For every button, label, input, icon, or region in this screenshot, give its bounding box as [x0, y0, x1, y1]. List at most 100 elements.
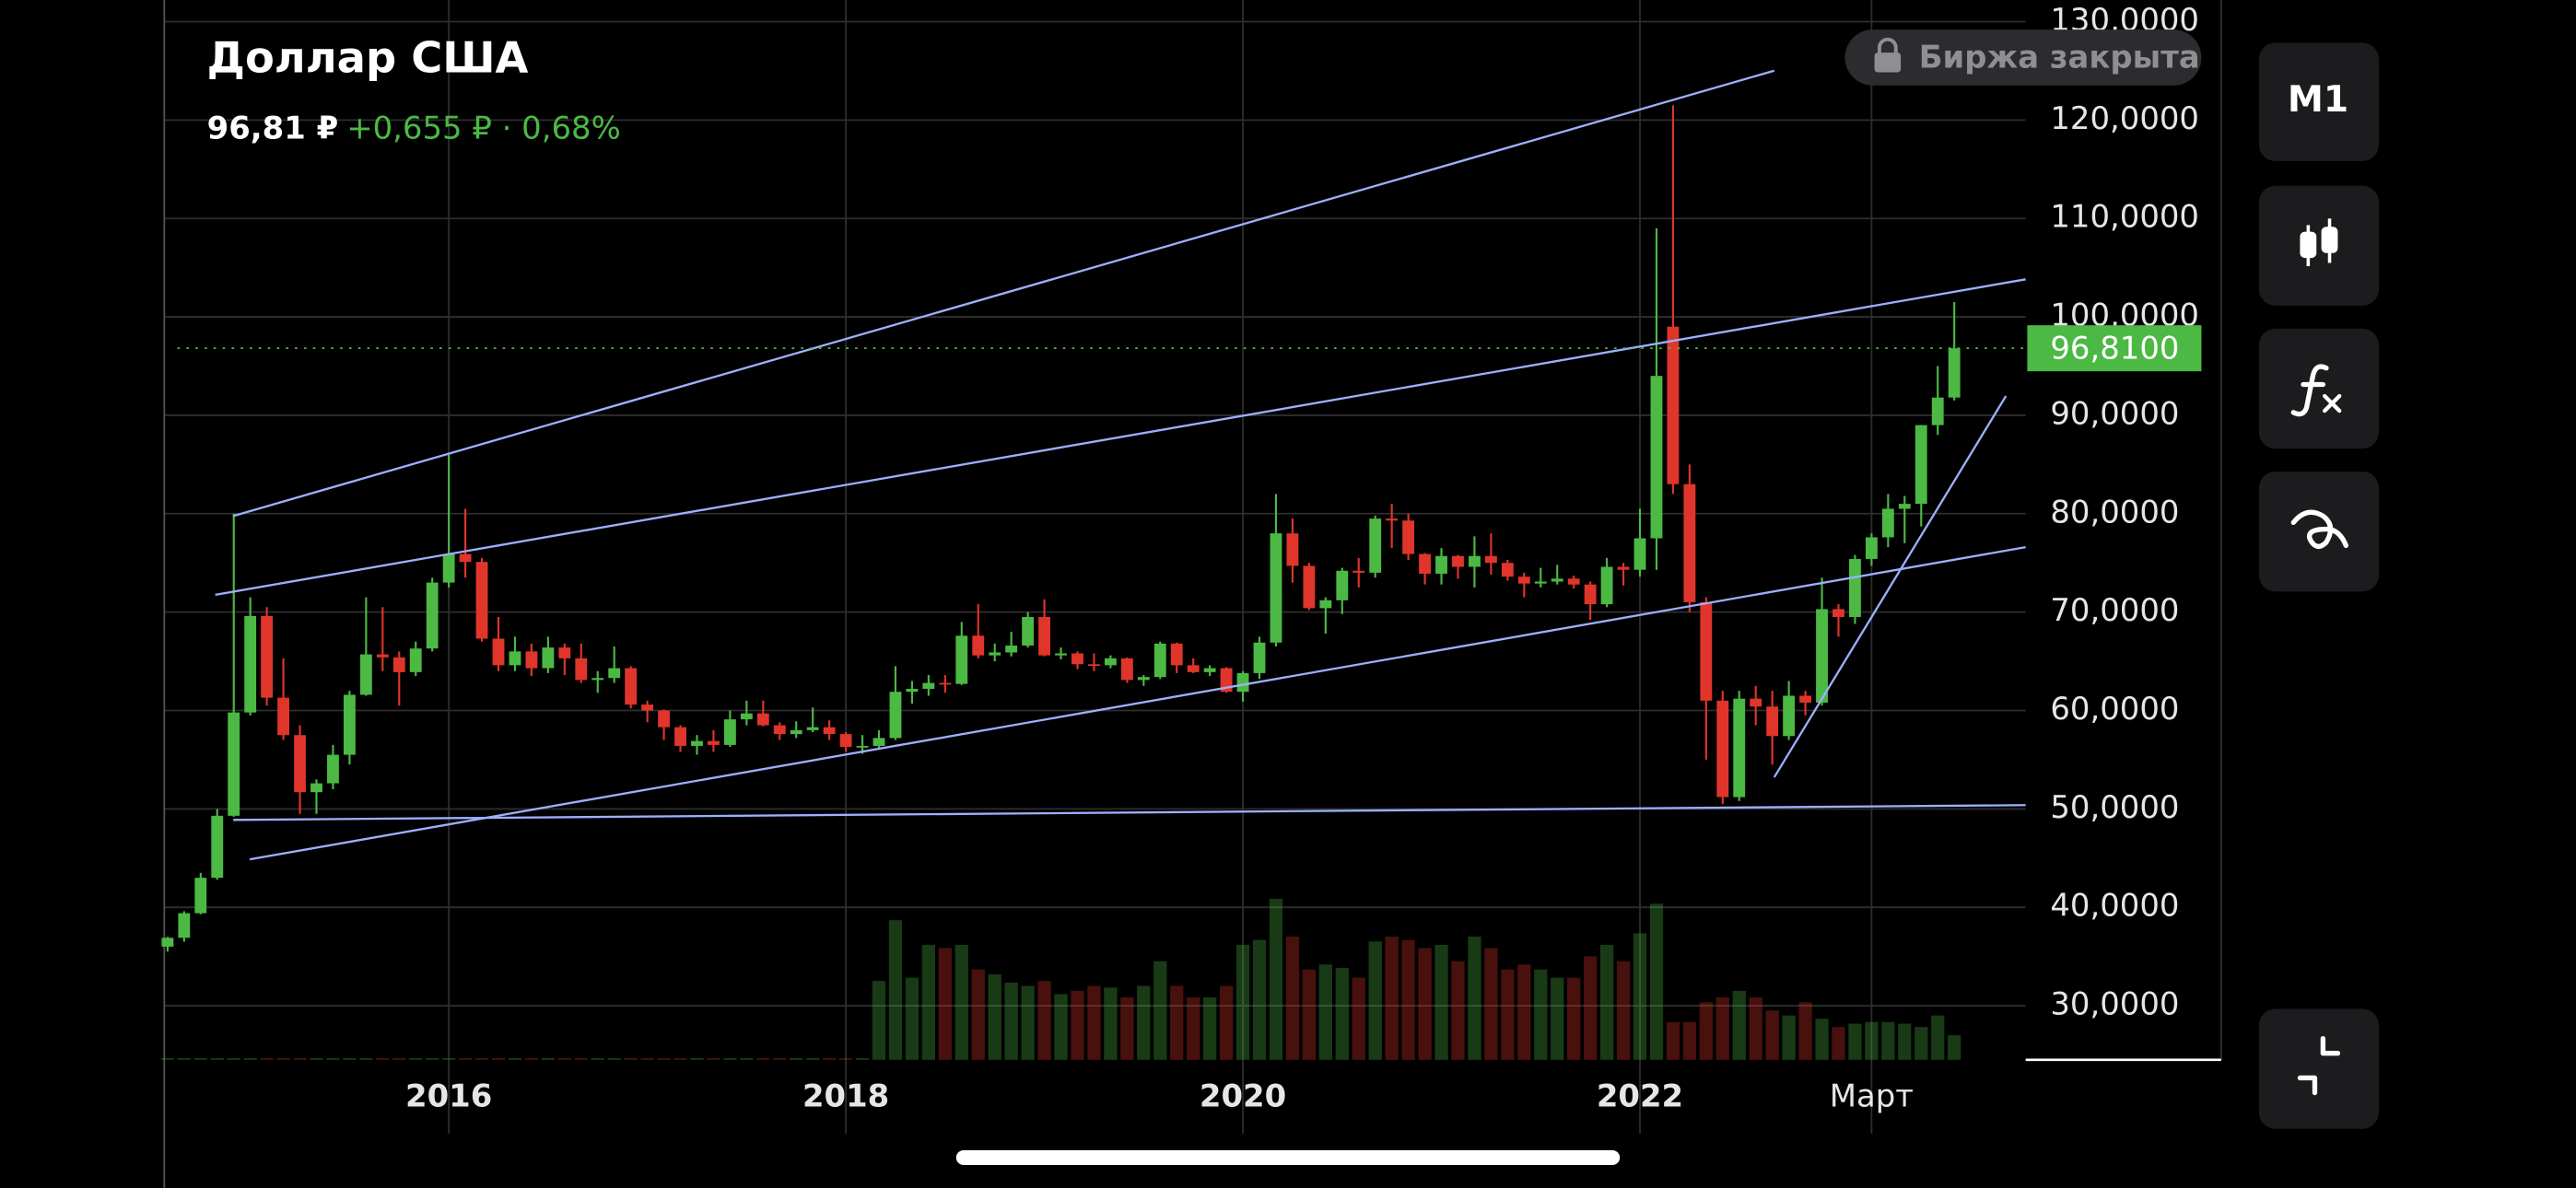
volume-bar [1682, 1021, 1697, 1060]
trendlines [215, 69, 2026, 861]
candle-body [823, 727, 836, 735]
volume-bar [1501, 969, 1515, 1060]
candle-body [872, 738, 885, 746]
candle-body [1419, 553, 1431, 574]
volume-bar [442, 1058, 456, 1060]
candle-body [1220, 668, 1233, 693]
candle-body [359, 654, 372, 695]
candle-body [1402, 520, 1415, 554]
candle-body [1501, 563, 1514, 577]
price: 96,81 ₽ [207, 110, 338, 146]
volume-bar [310, 1058, 323, 1060]
y-tick-label: 80,0000 [2050, 494, 2179, 530]
candle-body [1270, 533, 1282, 643]
volume-bar [1203, 997, 1217, 1060]
candle-body [277, 697, 289, 736]
trendline [249, 546, 2026, 861]
volume-bar [276, 1058, 290, 1060]
interval-label[interactable]: M1 [2288, 79, 2348, 121]
candle-body [1170, 643, 1183, 666]
volume-bar [1616, 961, 1631, 1060]
volume-bar [1649, 903, 1664, 1060]
candle-body [244, 615, 257, 713]
volume-bar [1948, 1035, 1961, 1060]
volume-bar [426, 1058, 439, 1060]
volume-bar [376, 1058, 390, 1060]
lock-icon [1874, 37, 1902, 73]
candle-body [723, 719, 736, 745]
status-text: Биржа закрыта [1919, 40, 2200, 76]
volume-bar [1252, 939, 1267, 1060]
candle-body [1567, 578, 1580, 585]
toolbar: M1 [2258, 42, 2380, 1129]
candle-body [1600, 566, 1613, 605]
volume-bar [1368, 941, 1382, 1060]
candle-body [1153, 643, 1166, 678]
candle-body [790, 729, 802, 735]
candle-body [608, 668, 621, 679]
y-tick-label: 60,0000 [2050, 691, 2179, 727]
candle-body [1336, 570, 1349, 600]
candle-body [889, 692, 902, 739]
volume-bar [524, 1058, 539, 1060]
candle-body [1783, 695, 1796, 737]
candle-body [691, 740, 703, 746]
volume-bar [1782, 1015, 1796, 1060]
candle-body [426, 582, 439, 649]
candle-body [261, 615, 274, 698]
candle-layer [161, 105, 1961, 952]
candle-body [1005, 645, 1018, 653]
candle-body [1816, 609, 1828, 703]
candle-body [1071, 653, 1083, 665]
volume-bar [474, 1058, 489, 1060]
x-tick-label: 2022 [1597, 1077, 1683, 1113]
volume-bar [227, 1058, 240, 1060]
volume-bar [756, 1058, 770, 1060]
volume-bar [938, 948, 952, 1060]
volume-bar [988, 974, 1001, 1060]
volume-bar [392, 1058, 406, 1060]
volume-bar [872, 981, 886, 1060]
candle-body [1551, 578, 1563, 582]
candle-body [1253, 642, 1266, 673]
y-tick-label: 50,0000 [2050, 789, 2179, 825]
candle-body [409, 648, 422, 672]
candle-body [1948, 348, 1961, 398]
candle-body [773, 725, 786, 735]
candle-body [525, 651, 538, 669]
volume-bar [1021, 985, 1035, 1060]
volume-bar [1699, 1002, 1713, 1060]
candle-body [194, 878, 207, 914]
candle-body [955, 635, 968, 684]
volume-bar [1914, 1027, 1928, 1060]
volume-bar [690, 1058, 704, 1060]
indicators-button[interactable] [2258, 328, 2380, 449]
candle-body [1716, 700, 1729, 798]
interval-button[interactable] [2258, 42, 2380, 161]
volume-bar [243, 1058, 257, 1060]
volume-bar [1385, 937, 1399, 1060]
volume-bar [343, 1058, 357, 1060]
volume-bar [1468, 937, 1481, 1060]
collapse-button[interactable] [2258, 1008, 2380, 1129]
candle-body [1236, 672, 1249, 693]
candle-body [492, 638, 505, 666]
candle-body [1435, 555, 1447, 574]
candle-body [1733, 698, 1746, 798]
volume-bar [707, 1058, 720, 1060]
candle-body [1484, 555, 1497, 564]
candle-body [1750, 698, 1762, 707]
candle-body [1104, 658, 1117, 666]
candle-body [1369, 518, 1382, 573]
volume-bar [806, 1058, 820, 1060]
chart-type-button[interactable] [2258, 185, 2380, 306]
candle-body [674, 727, 686, 746]
candle-body [1319, 600, 1332, 609]
candle-body [658, 710, 670, 728]
candle-body [1766, 706, 1779, 737]
candle-body [392, 657, 405, 672]
instrument-title: Доллар США [207, 33, 529, 83]
volume-bar [1484, 948, 1498, 1060]
volume-bar [160, 1058, 175, 1060]
volume-bar [1352, 977, 1365, 1060]
